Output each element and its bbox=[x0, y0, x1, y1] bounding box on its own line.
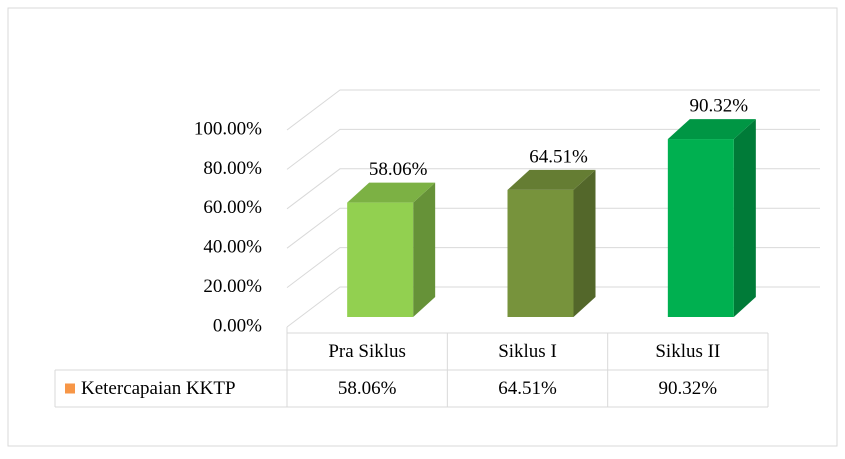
bar-top bbox=[667, 119, 756, 140]
legend-label: Ketercapaian KKTP bbox=[81, 378, 236, 399]
data-label: 64.51% bbox=[529, 146, 588, 167]
bar bbox=[667, 139, 734, 317]
table-value: 90.32% bbox=[659, 378, 718, 399]
x-tick-label: Siklus II bbox=[655, 341, 720, 362]
grid-line bbox=[286, 128, 820, 170]
x-tick-label: Pra Siklus bbox=[328, 341, 406, 362]
bar-top bbox=[347, 182, 436, 203]
y-tick-label: 100.00% bbox=[194, 118, 262, 139]
grid-line bbox=[286, 168, 820, 210]
bar-side bbox=[413, 182, 436, 317]
table-value: 58.06% bbox=[338, 378, 397, 399]
data-label: 58.06% bbox=[369, 159, 428, 180]
data-label: 90.32% bbox=[690, 95, 749, 116]
y-tick-label: 40.00% bbox=[203, 237, 262, 258]
grid-line bbox=[286, 247, 820, 288]
bar bbox=[347, 202, 414, 317]
y-tick-label: 80.00% bbox=[203, 158, 262, 179]
x-tick-label: Siklus I bbox=[498, 341, 557, 362]
grid-line bbox=[286, 89, 820, 131]
grid-line bbox=[286, 286, 820, 328]
table-value: 64.51% bbox=[498, 378, 557, 399]
bar-side bbox=[573, 169, 596, 317]
bar-top bbox=[507, 169, 596, 190]
y-tick-label: 60.00% bbox=[203, 197, 262, 218]
bar bbox=[507, 189, 574, 317]
legend-marker bbox=[65, 383, 75, 394]
y-tick-label: 0.00% bbox=[213, 315, 262, 336]
y-tick-label: 20.00% bbox=[203, 276, 262, 297]
bar-side bbox=[733, 119, 756, 317]
grid-line bbox=[286, 207, 820, 249]
